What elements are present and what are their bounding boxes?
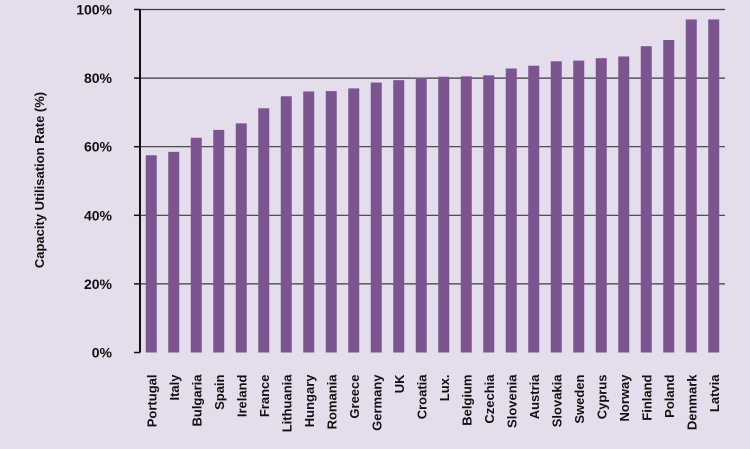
x-category-label: Norway: [617, 374, 632, 422]
bar-italy: [168, 151, 180, 353]
bar-slovakia: [550, 61, 562, 353]
bar-lux: [438, 76, 450, 353]
y-tick-label: 60%: [84, 139, 113, 155]
x-category-label: Italy: [167, 374, 182, 401]
y-tick-label: 80%: [84, 70, 113, 86]
x-category-label: Spain: [212, 374, 227, 409]
x-category-label: Cyprus: [594, 375, 609, 420]
x-category-label: Slovakia: [549, 374, 564, 428]
x-category-label: Lithuania: [279, 374, 294, 433]
bar-cyprus: [595, 58, 607, 353]
bar-greece: [348, 88, 360, 353]
bar-lithuania: [280, 96, 292, 353]
x-category-label: Denmark: [684, 374, 699, 430]
x-category-label: Ireland: [234, 374, 249, 417]
x-category-label: Lux.: [437, 375, 452, 402]
bar-france: [258, 108, 270, 353]
x-category-label: Portugal: [144, 375, 159, 428]
bar-latvia: [708, 19, 720, 353]
bar-bulgaria: [190, 137, 202, 353]
y-axis-label: Capacity Utilisation Rate (%): [32, 92, 47, 268]
x-category-label: Germany: [369, 374, 384, 431]
bar-portugal: [145, 155, 157, 353]
y-tick-label: 0%: [92, 345, 113, 361]
bar-austria: [528, 65, 540, 353]
x-category-label: Croatia: [414, 374, 429, 420]
bar-uk: [393, 80, 405, 353]
bar-sweden: [573, 60, 585, 353]
y-tick-label: 100%: [76, 2, 112, 18]
bar-slovenia: [505, 68, 517, 353]
bar-ireland: [235, 123, 247, 353]
x-category-label: Belgium: [459, 375, 474, 426]
y-tick-label: 20%: [84, 276, 113, 292]
bar-poland: [663, 40, 675, 353]
bar-romania: [325, 91, 337, 353]
bar-denmark: [685, 19, 697, 353]
x-category-label: Sweden: [572, 374, 587, 423]
bar-germany: [370, 82, 382, 353]
x-category-label: France: [257, 375, 272, 418]
x-category-label: Romania: [324, 374, 339, 430]
y-tick-label: 40%: [84, 207, 113, 223]
bar-croatia: [415, 77, 427, 353]
x-category-label: Greece: [347, 375, 362, 419]
x-category-label: UK: [392, 374, 407, 393]
x-category-label: Poland: [662, 374, 677, 417]
bar-norway: [618, 56, 630, 353]
x-category-label: Austria: [527, 374, 542, 420]
x-category-label: Czechia: [482, 374, 497, 424]
x-category-label: Finland: [639, 374, 654, 420]
bar-spain: [213, 129, 225, 353]
x-category-label: Bulgaria: [189, 374, 204, 427]
x-category-label: Latvia: [707, 374, 722, 412]
bar-belgium: [460, 76, 472, 353]
bar-hungary: [303, 91, 315, 353]
x-category-label: Slovenia: [504, 374, 519, 428]
bar-finland: [640, 46, 652, 353]
bar-czechia: [483, 75, 495, 353]
x-category-label: Hungary: [302, 374, 317, 428]
